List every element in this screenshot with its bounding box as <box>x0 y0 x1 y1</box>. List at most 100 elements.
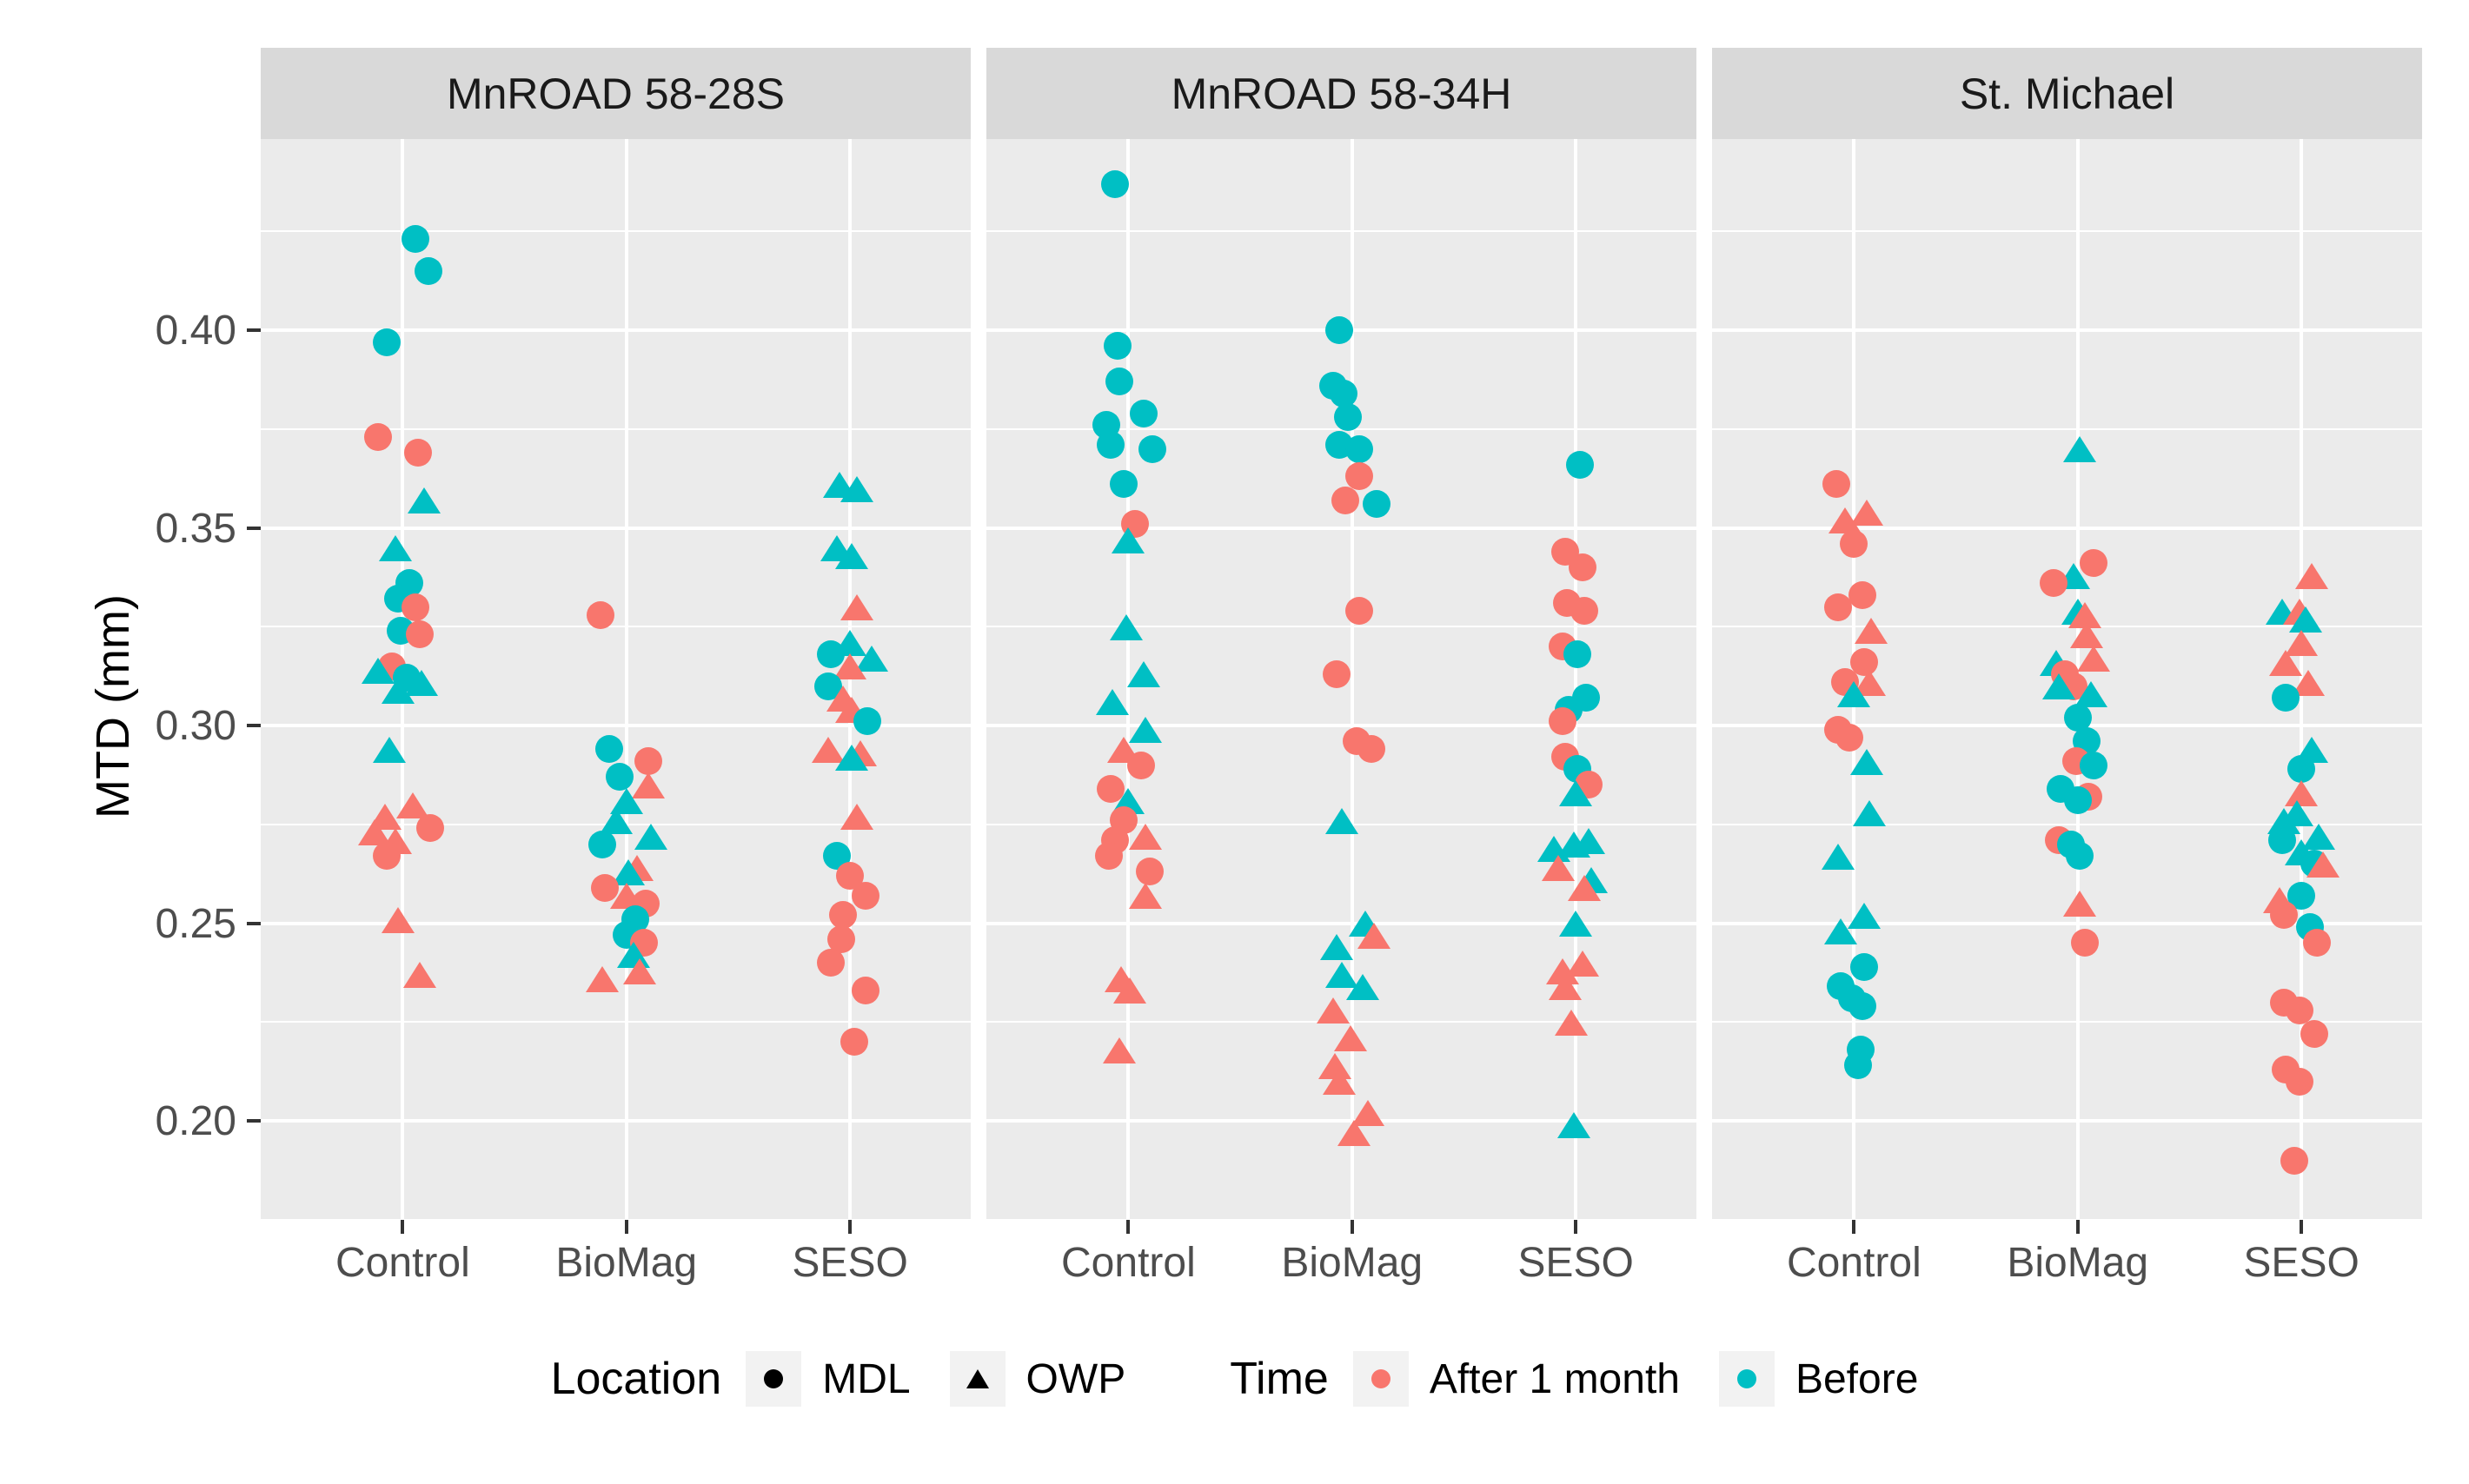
data-point <box>1848 992 1877 1021</box>
x-tick-label: Control <box>1061 1240 1196 1286</box>
after-color-icon <box>1371 1369 1390 1388</box>
data-point <box>2062 436 2096 463</box>
y-axis-tick <box>247 1119 261 1123</box>
data-point <box>373 842 402 871</box>
minor-gridline <box>261 626 971 628</box>
data-point <box>2063 703 2092 732</box>
data-point <box>587 830 616 858</box>
color-legend-label-after: After 1 month <box>1429 1355 1680 1402</box>
data-point <box>402 593 430 621</box>
data-point <box>817 949 846 977</box>
data-point <box>2041 673 2075 700</box>
minor-gridline <box>1712 1218 2422 1220</box>
data-point <box>853 707 882 736</box>
y-axis-tick <box>247 921 261 925</box>
facet-strip: St. Michael <box>1712 48 2422 139</box>
x-tick-label: BioMag <box>1281 1240 1424 1286</box>
data-point <box>1822 470 1851 499</box>
data-point <box>1103 1037 1137 1063</box>
major-gridline <box>261 724 971 727</box>
data-point <box>1549 973 1583 1000</box>
x-axis-tick <box>401 1220 405 1234</box>
minor-gridline <box>986 230 1696 233</box>
x-axis-tick <box>624 1220 628 1234</box>
data-point <box>373 736 407 763</box>
data-point <box>2289 606 2323 633</box>
data-point <box>594 735 623 764</box>
data-point <box>2039 569 2067 598</box>
x-axis-tick <box>2075 1220 2080 1234</box>
data-point <box>840 594 874 621</box>
data-point <box>1112 527 1145 553</box>
major-gridline <box>1712 526 2422 530</box>
data-point <box>2076 646 2110 672</box>
y-tick-label: 0.35 <box>155 505 236 552</box>
major-gridline <box>986 724 1696 727</box>
before-color-icon <box>1736 1369 1756 1388</box>
data-point <box>1559 911 1593 937</box>
x-axis-tick <box>2300 1220 2304 1234</box>
data-point <box>1101 169 1130 198</box>
data-point <box>1822 843 1855 870</box>
color-legend-label-before: Before <box>1795 1355 1919 1402</box>
data-point <box>1840 529 1868 558</box>
data-point <box>1322 1069 1356 1096</box>
data-point <box>1362 490 1390 519</box>
data-point <box>1127 661 1161 688</box>
minor-gridline <box>261 230 971 233</box>
major-gridline <box>1712 1119 2422 1123</box>
category-gridline <box>1574 139 1578 1220</box>
data-point <box>840 1028 869 1056</box>
x-tick-label: SESO <box>2243 1240 2359 1286</box>
minor-gridline <box>1712 823 2422 825</box>
data-point <box>1096 689 1130 716</box>
major-gridline <box>986 526 1696 530</box>
data-point <box>382 677 415 704</box>
data-point <box>1566 450 1595 479</box>
data-point <box>829 901 858 930</box>
data-point <box>634 823 667 850</box>
data-point <box>2062 891 2096 918</box>
data-point <box>2074 681 2107 708</box>
data-point <box>1110 470 1138 499</box>
data-point <box>1559 779 1593 806</box>
facet-panel <box>261 139 971 1220</box>
data-point <box>1129 883 1163 910</box>
data-point <box>1329 379 1357 407</box>
data-point <box>840 475 874 502</box>
data-point <box>1097 430 1125 459</box>
data-point <box>379 534 413 561</box>
data-point <box>1568 875 1602 902</box>
x-tick-label: Control <box>335 1240 470 1286</box>
data-point <box>364 422 393 451</box>
minor-gridline <box>986 1218 1696 1220</box>
category-gridline <box>624 139 628 1220</box>
circle-icon <box>764 1369 784 1388</box>
data-point <box>1835 723 1864 752</box>
data-point <box>1824 593 1853 621</box>
triangle-icon <box>966 1369 989 1388</box>
data-point <box>1824 918 1858 945</box>
data-point <box>1333 1025 1367 1051</box>
facet-strip: MnROAD 58-28S <box>261 48 971 139</box>
minor-gridline <box>1712 1021 2422 1024</box>
data-point <box>402 225 430 254</box>
data-point <box>585 965 619 992</box>
data-point <box>415 256 443 285</box>
data-point <box>1344 434 1373 463</box>
data-point <box>1357 735 1385 764</box>
facet-title: MnROAD 58-28S <box>446 69 786 118</box>
data-point <box>852 881 880 910</box>
minor-gridline <box>261 1021 971 1024</box>
data-point <box>835 542 869 569</box>
data-point <box>1136 858 1165 886</box>
data-point <box>1570 597 1599 626</box>
data-point <box>373 328 402 356</box>
data-point <box>2272 684 2300 712</box>
facet-title: MnROAD 58-34H <box>1171 69 1512 118</box>
legend-key-mdl <box>746 1351 802 1407</box>
data-point <box>2287 755 2316 784</box>
minor-gridline <box>1712 626 2422 628</box>
shape-legend-label-owp: OWP <box>1025 1355 1126 1402</box>
data-point <box>382 906 415 933</box>
